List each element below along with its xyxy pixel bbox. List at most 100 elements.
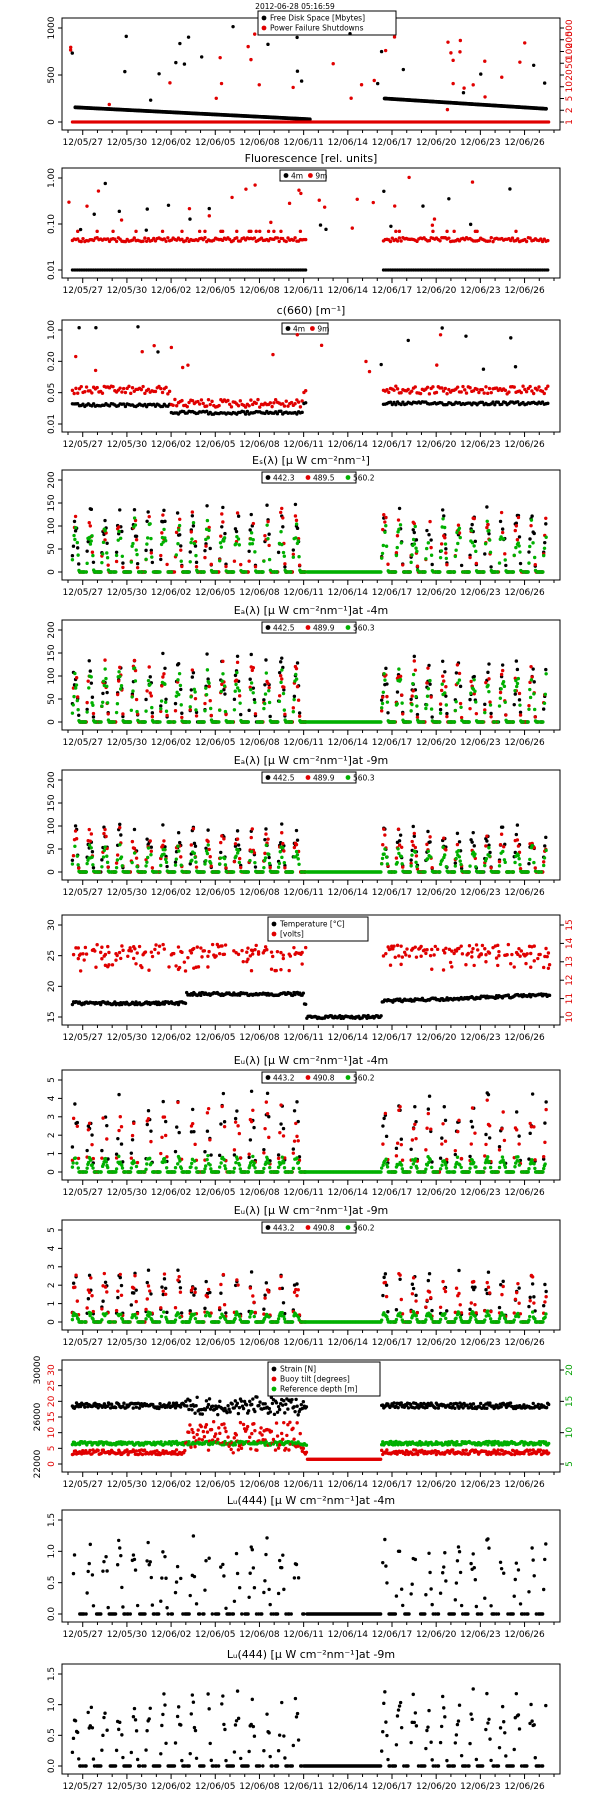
data-point [159, 553, 163, 558]
data-point [276, 550, 281, 555]
data-point [446, 40, 450, 44]
data-point [145, 689, 149, 693]
data-point [70, 862, 75, 866]
data-point [146, 678, 151, 683]
data-point [410, 702, 414, 707]
data-point [132, 666, 137, 670]
data-point [91, 703, 95, 707]
data-point [355, 197, 359, 201]
data-point [73, 829, 78, 833]
data-point [194, 714, 199, 718]
data-point [164, 385, 168, 390]
data-point [145, 207, 149, 211]
data-point [457, 678, 462, 682]
data-point [527, 862, 531, 866]
data-point [396, 518, 401, 522]
data-point [430, 223, 435, 227]
data-point [261, 570, 265, 574]
data-point [295, 333, 300, 337]
panel-title: Fluorescence [rel. units] [245, 152, 378, 165]
data-point [91, 866, 96, 870]
data-point [518, 703, 522, 707]
data-point [397, 236, 402, 240]
data-point [507, 390, 511, 394]
data-point [283, 565, 287, 569]
data-point [75, 540, 80, 545]
data-point [207, 206, 211, 211]
data-point [444, 848, 448, 852]
data-point [221, 659, 225, 664]
data-point [233, 842, 238, 846]
data-point [94, 720, 98, 724]
data-point [218, 55, 222, 60]
data-point [445, 563, 449, 567]
data-point [468, 555, 472, 560]
data-point [515, 681, 520, 686]
data-point [452, 229, 456, 234]
data-point [85, 710, 89, 714]
data-point [234, 529, 239, 534]
data-point [186, 870, 191, 874]
data-point [120, 554, 125, 558]
data-point [127, 384, 131, 389]
data-point [474, 700, 478, 704]
data-point [406, 387, 410, 392]
data-point [454, 548, 458, 552]
data-point [379, 49, 384, 54]
data-point [331, 61, 335, 66]
data-point [280, 506, 284, 511]
data-point [412, 542, 417, 546]
data-point [283, 712, 287, 716]
data-point [251, 538, 255, 542]
data-point [190, 399, 195, 403]
data-point [444, 556, 449, 561]
data-point [430, 715, 434, 719]
data-point [159, 863, 163, 868]
data-point [150, 705, 154, 710]
data-point [139, 387, 144, 392]
data-point [85, 561, 89, 566]
data-point [194, 708, 198, 712]
legend-marker [345, 775, 351, 780]
data-point [177, 528, 181, 532]
data-point [393, 204, 397, 208]
x-tick-label: 12/05/30 [107, 286, 148, 296]
data-point [514, 229, 518, 234]
legend-marker [305, 625, 311, 630]
data-point [472, 844, 476, 848]
data-point [429, 538, 433, 542]
data-point [230, 195, 234, 200]
data-point [214, 570, 219, 574]
data-point [105, 556, 110, 560]
data-point [190, 510, 195, 514]
y-tick-label: 0 [47, 569, 57, 575]
data-point [84, 570, 89, 574]
data-point [160, 531, 164, 535]
legend-marker [261, 25, 267, 31]
data-point [218, 856, 223, 860]
data-point [516, 844, 521, 848]
data-point [398, 677, 403, 682]
data-point [319, 343, 324, 348]
data-point [379, 706, 384, 710]
data-point [251, 521, 256, 526]
data-point [153, 389, 158, 394]
data-point [101, 691, 105, 696]
data-point [206, 397, 211, 402]
data-point [384, 515, 388, 520]
data-point [145, 860, 149, 864]
data-point [395, 545, 399, 550]
data-point [517, 691, 522, 696]
data-point [133, 679, 138, 683]
data-point [514, 832, 519, 837]
data-point [449, 51, 453, 55]
data-point [541, 720, 545, 724]
data-point [547, 120, 551, 124]
x-tick-label: 12/06/08 [239, 440, 280, 450]
data-point [294, 842, 299, 847]
data-point [435, 363, 439, 367]
data-point [287, 201, 292, 206]
data-point [267, 543, 271, 548]
data-point [530, 675, 534, 679]
data-point [488, 550, 493, 555]
